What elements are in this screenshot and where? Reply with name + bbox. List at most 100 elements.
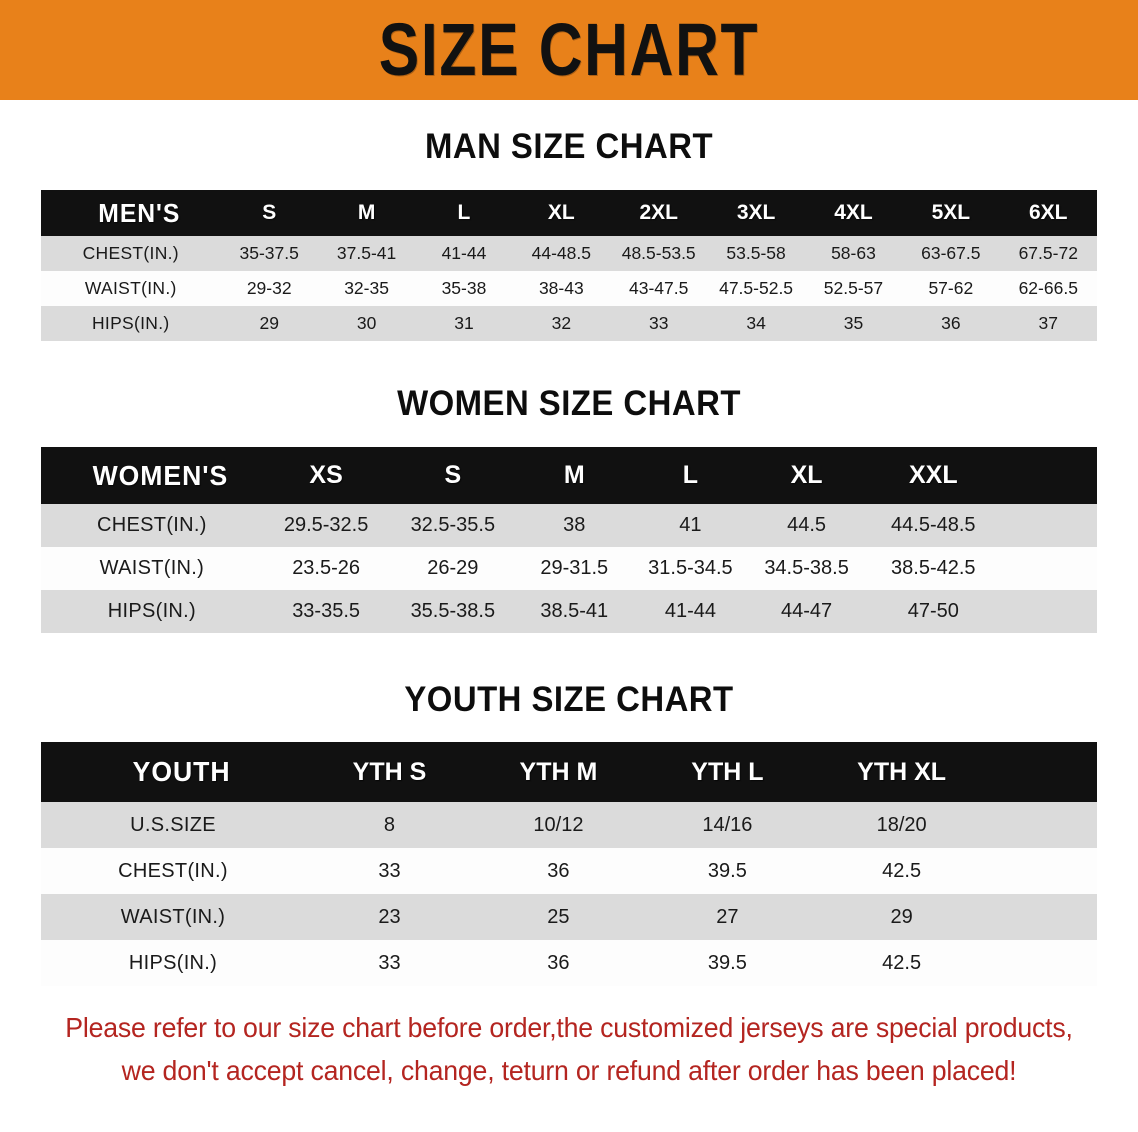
youth-header-row: YOUTH YTH S YTH M YTH L YTH XL: [41, 742, 1097, 802]
man-cell: 35-37.5: [220, 236, 318, 271]
man-cell: 38-43: [512, 271, 611, 306]
women-col-header: XL: [790, 461, 823, 489]
women-cell: 38: [516, 504, 633, 547]
man-cell: 32: [512, 306, 611, 341]
women-cell: 38.5-41: [516, 590, 633, 633]
youth-cell-empty: [991, 848, 1097, 894]
man-corner-label: MEN'S: [98, 197, 181, 228]
youth-row-label: HIPS(IN.): [41, 940, 305, 986]
man-cell: 58-63: [804, 236, 903, 271]
women-cell: 31.5-34.5: [632, 547, 749, 590]
youth-col-header-empty: [991, 742, 1097, 802]
table-row: CHEST(IN.) 33 36 39.5 42.5: [41, 848, 1097, 894]
women-cell: 44.5: [748, 504, 865, 547]
youth-cell: 25: [473, 894, 643, 940]
man-cell: 48.5-53.5: [610, 236, 708, 271]
man-col-header: M: [357, 201, 376, 224]
women-col-header: S: [444, 461, 462, 489]
youth-cell-empty: [991, 940, 1097, 986]
man-row-label: HIPS(IN.): [41, 306, 221, 341]
youth-cell: 23: [305, 894, 474, 940]
man-cell: 29-32: [220, 271, 318, 306]
women-table-body: CHEST(IN.) 29.5-32.5 32.5-35.5 38 41 44.…: [41, 504, 1097, 633]
man-cell: 37.5-41: [317, 236, 416, 271]
youth-table-body: U.S.SIZE 8 10/12 14/16 18/20 CHEST(IN.) …: [41, 802, 1097, 986]
youth-cell: 36: [473, 940, 643, 986]
youth-cell: 14/16: [642, 802, 812, 848]
women-cell: 44-47: [748, 590, 865, 633]
women-col-header: L: [682, 461, 699, 489]
man-cell: 29: [220, 306, 318, 341]
youth-cell-empty: [991, 894, 1097, 940]
women-cell: 34.5-38.5: [748, 547, 865, 590]
man-cell: 47.5-52.5: [707, 271, 805, 306]
man-col-header: XL: [547, 201, 575, 224]
youth-cell: 33: [305, 848, 474, 894]
man-col-header: L: [457, 201, 471, 224]
women-cell: 47-50: [864, 590, 1002, 633]
youth-col-header: YTH M: [519, 757, 598, 786]
women-cell: 26-29: [389, 547, 517, 590]
youth-col-header: YTH XL: [857, 757, 947, 786]
man-cell: 33: [610, 306, 708, 341]
youth-cell: 27: [642, 894, 812, 940]
women-header-row: WOMEN'S XS S M L XL XXL: [41, 447, 1097, 504]
women-cell: 32.5-35.5: [389, 504, 517, 547]
youth-cell: 36: [473, 848, 643, 894]
disclaimer-text: Please refer to our size chart before or…: [47, 1007, 1091, 1092]
man-col-header: 6XL: [1029, 201, 1068, 224]
women-row-label: HIPS(IN.): [41, 590, 263, 633]
women-cell: 41-44: [632, 590, 749, 633]
man-table-body: CHEST(IN.) 35-37.5 37.5-41 41-44 44-48.5…: [41, 236, 1097, 341]
man-cell: 37: [999, 306, 1097, 341]
women-row-label: CHEST(IN.): [41, 504, 263, 547]
women-cell-empty: [1001, 504, 1097, 547]
youth-cell: 10/12: [473, 802, 643, 848]
man-col-header: 5XL: [931, 201, 971, 224]
table-row: CHEST(IN.) 29.5-32.5 32.5-35.5 38 41 44.…: [41, 504, 1097, 547]
women-col-header: XS: [309, 461, 343, 489]
man-cell: 34: [707, 306, 805, 341]
youth-col-header: YTH S: [352, 757, 427, 786]
man-cell: 36: [902, 306, 1000, 341]
youth-cell: 39.5: [642, 940, 812, 986]
table-row: HIPS(IN.) 29 30 31 32 33 34 35 36 37: [41, 306, 1097, 341]
youth-cell: 39.5: [642, 848, 812, 894]
man-row-label: WAIST(IN.): [41, 271, 221, 306]
youth-size-table: YOUTH YTH S YTH M YTH L YTH XL U.S.SIZE …: [41, 742, 1097, 986]
women-cell: 38.5-42.5: [864, 547, 1002, 590]
man-cell: 43-47.5: [610, 271, 708, 306]
man-cell: 67.5-72: [999, 236, 1097, 271]
disclaimer-line-1: Please refer to our size chart before or…: [65, 1012, 1073, 1043]
youth-row-label: U.S.SIZE: [41, 802, 305, 848]
women-cell: 44.5-48.5: [864, 504, 1002, 547]
youth-col-header: YTH L: [691, 757, 764, 786]
man-cell: 35-38: [415, 271, 513, 306]
table-row: WAIST(IN.) 23 25 27 29: [41, 894, 1097, 940]
man-size-table-wrapper: MEN'S S M L XL 2XL 3XL 4XL 5XL 6XL CHEST…: [41, 190, 1097, 341]
man-cell: 41-44: [415, 236, 513, 271]
youth-cell: 33: [305, 940, 474, 986]
youth-cell: 29: [811, 894, 992, 940]
man-cell: 31: [415, 306, 513, 341]
youth-cell: 42.5: [811, 848, 992, 894]
page-banner: SIZE CHART: [0, 0, 1138, 100]
man-col-header: 2XL: [639, 201, 678, 224]
disclaimer-line-2: we don't accept cancel, change, teturn o…: [121, 1054, 1017, 1086]
women-cell: 29-31.5: [516, 547, 633, 590]
man-cell: 30: [317, 306, 416, 341]
women-cell: 35.5-38.5: [389, 590, 517, 633]
youth-row-label: CHEST(IN.): [41, 848, 305, 894]
women-cell-empty: [1001, 547, 1097, 590]
youth-section-title: YOUTH SIZE CHART: [404, 680, 734, 719]
women-table-head: WOMEN'S XS S M L XL XXL: [41, 447, 1097, 504]
table-row: HIPS(IN.) 33 36 39.5 42.5: [41, 940, 1097, 986]
women-cell-empty: [1001, 590, 1097, 633]
women-size-table: WOMEN'S XS S M L XL XXL CHEST(IN.) 29.5-…: [41, 447, 1097, 633]
man-cell: 62-66.5: [999, 271, 1097, 306]
youth-corner-label: YOUTH: [132, 756, 231, 787]
women-col-header: M: [563, 461, 585, 489]
women-corner-label: WOMEN'S: [92, 459, 229, 491]
women-cell: 33-35.5: [262, 590, 390, 633]
